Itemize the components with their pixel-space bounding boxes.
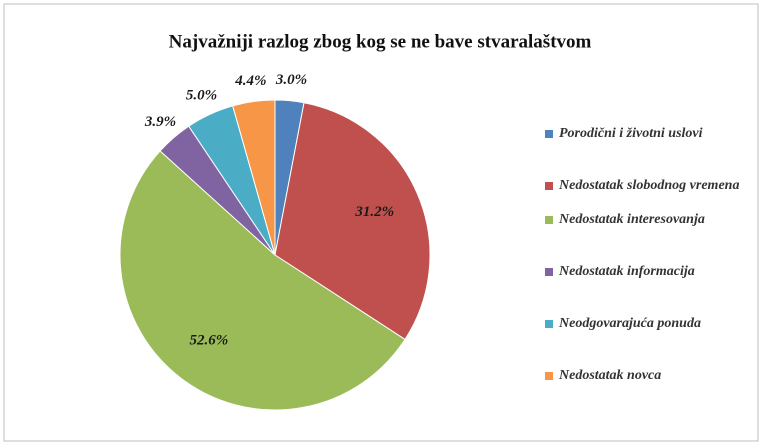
legend-item: Nedostatak slobodnog vremena	[545, 177, 755, 195]
value-label: 3.0%	[275, 72, 307, 88]
legend-label: Porodični i životni uslovi	[559, 126, 703, 141]
legend-swatch	[545, 182, 553, 190]
legend-item: Neodgovarajuća ponuda	[545, 315, 755, 333]
legend-item: Nedostatak informacija	[545, 263, 755, 281]
legend-swatch	[545, 216, 553, 224]
pie-slice	[274, 102, 431, 341]
legend-swatch	[545, 268, 553, 276]
value-label: 4.4%	[234, 73, 266, 89]
pie-slice	[119, 150, 406, 411]
legend-label: Nedostatak interesovanja	[559, 212, 705, 227]
value-label: 31.2%	[354, 204, 394, 220]
legend-label: Nedostatak novca	[559, 368, 662, 383]
legend-label: Nedostatak slobodnog vremena	[559, 178, 740, 193]
legend-item: Nedostatak novca	[545, 367, 755, 385]
legend-label: Neodgovarajuća ponuda	[559, 316, 701, 331]
legend-label: Nedostatak informacija	[559, 264, 695, 279]
value-label: 52.6%	[189, 332, 228, 348]
legend-item: Nedostatak interesovanja	[545, 211, 755, 229]
legend-swatch	[545, 130, 553, 138]
pie-slice	[232, 99, 276, 256]
chart-title: Najvažniji razlog zbog kog se ne bave st…	[169, 31, 592, 52]
legend-swatch	[545, 372, 553, 380]
value-label: 3.9%	[144, 114, 176, 130]
legend-swatch	[545, 320, 553, 328]
legend: Porodični i životni uslovi Nedostatak slo…	[545, 125, 755, 419]
value-label: 5.0%	[186, 87, 217, 103]
legend-item: Porodični i životni uslovi	[545, 125, 755, 143]
